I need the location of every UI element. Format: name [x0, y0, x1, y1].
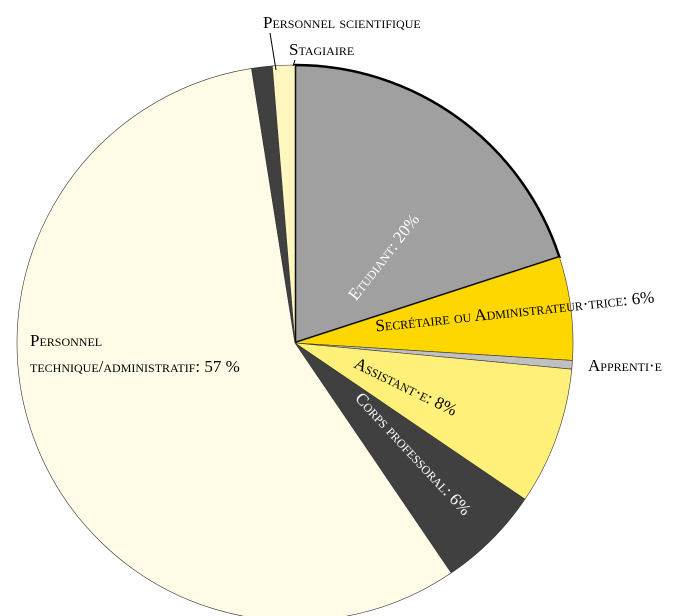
pie-slice — [294, 342, 573, 500]
slice-label: technique/administratif: 57 % — [30, 357, 240, 376]
slice-label: Stagiaire — [289, 40, 354, 59]
slice-label: Personnel scientifique — [263, 13, 421, 32]
pie-slice — [16, 68, 452, 616]
pie-slice — [293, 63, 561, 345]
slice-label: Apprenti·e — [588, 356, 662, 375]
leader-line — [269, 32, 277, 71]
slice-label: Personnel — [30, 331, 102, 350]
leader-line — [292, 59, 296, 67]
pie-slice — [271, 64, 296, 344]
